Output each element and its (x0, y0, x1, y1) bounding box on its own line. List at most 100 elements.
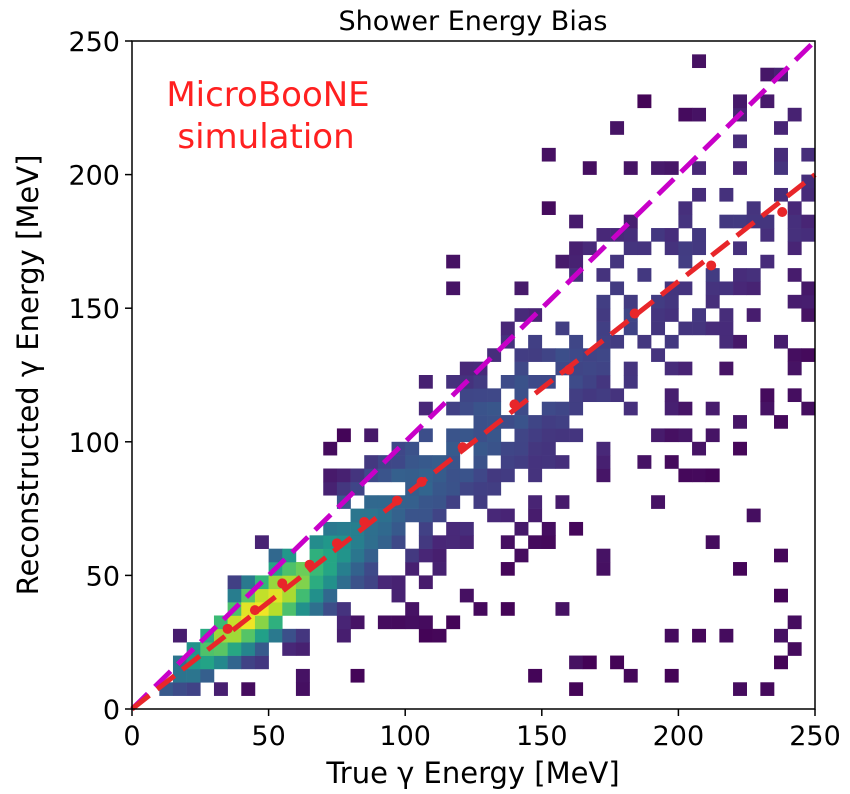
heatmap-bin (760, 401, 775, 416)
heatmap-bin (610, 388, 625, 403)
heatmap-bin (528, 508, 543, 523)
heatmap-bin (760, 388, 775, 403)
heatmap-bin (623, 401, 638, 416)
heatmap-bin (733, 94, 747, 109)
heatmap-bin (432, 562, 447, 576)
heatmap-bin (227, 642, 242, 656)
heatmap-bin (405, 441, 420, 456)
heatmap-bin (596, 455, 611, 469)
heatmap-bin (227, 575, 242, 590)
mean-point (222, 623, 233, 634)
heatmap-bin (350, 575, 365, 590)
heatmap-bin (364, 428, 379, 443)
heatmap-bin (295, 682, 310, 696)
heatmap-bin (719, 628, 734, 643)
heatmap-bin (719, 214, 734, 229)
heatmap-bin (623, 668, 638, 683)
mean-point (331, 538, 342, 549)
heatmap-bin (172, 628, 187, 643)
heatmap-bin (801, 348, 816, 362)
heatmap-bin (692, 308, 707, 322)
heatmap-bin (473, 401, 488, 416)
heatmap-bin (487, 401, 502, 416)
x-tick-label: 150 (516, 721, 568, 752)
heatmap-bin (282, 642, 297, 656)
heatmap-bin (787, 201, 802, 215)
heatmap-bin (213, 655, 228, 670)
heatmap-bin (528, 668, 543, 683)
heatmap-bin (418, 508, 433, 523)
heatmap-bin (514, 428, 529, 443)
heatmap-bin (528, 468, 543, 483)
heatmap-bin (432, 548, 447, 563)
heatmap-bin (801, 187, 816, 202)
heatmap-bin (391, 468, 406, 483)
heatmap-bin (610, 281, 625, 296)
heatmap-bin (787, 388, 802, 403)
heatmap-bin (733, 281, 747, 296)
heatmap-bin (664, 294, 679, 309)
heatmap-bin (555, 455, 570, 469)
heatmap-bin (172, 668, 187, 683)
heatmap-bin (405, 602, 420, 616)
heatmap-bin (432, 535, 447, 549)
heatmap-bin (405, 548, 420, 563)
heatmap-bin (500, 375, 515, 389)
heatmap-bin (692, 187, 707, 202)
heatmap-bin (377, 468, 392, 483)
heatmap-bin (487, 468, 502, 483)
heatmap-bin (459, 588, 474, 603)
heatmap-bin (323, 602, 338, 616)
heatmap-bin (473, 441, 488, 456)
heatmap-bin (692, 321, 707, 336)
heatmap-bin (541, 348, 556, 362)
heatmap-bin (733, 241, 747, 256)
heatmap-bin (391, 615, 406, 630)
heatmap-bin (664, 401, 679, 416)
heatmap-bin (254, 655, 269, 670)
heatmap-bin (692, 441, 707, 456)
heatmap-bin (651, 495, 666, 509)
heatmap-bin (391, 455, 406, 469)
heatmap-bin (733, 161, 747, 175)
heatmap-bin (459, 428, 474, 443)
heatmap-bin (500, 441, 515, 456)
heatmap-bin (254, 628, 269, 643)
heatmap-bin (405, 615, 420, 630)
heatmap-bin (473, 481, 488, 496)
heatmap-bin (541, 415, 556, 429)
heatmap-bin (664, 455, 679, 469)
heatmap-bin (569, 241, 584, 256)
x-axis: 0 50 100 150 200 250 (123, 709, 841, 752)
heatmap-bin (541, 401, 556, 416)
heatmap-bin (309, 588, 324, 603)
heatmap-bin (336, 481, 351, 496)
mean-points (222, 207, 788, 634)
heatmap-bin (692, 241, 707, 256)
heatmap-bin (678, 321, 693, 336)
heatmap-bin (705, 468, 720, 483)
heatmap-bin (323, 481, 338, 496)
heatmap-bin (678, 468, 693, 483)
heatmap-bin (500, 468, 515, 483)
heatmap-bin (705, 428, 720, 443)
heatmap-bin (746, 268, 761, 282)
heatmap-bin (377, 508, 392, 523)
mean-point (277, 578, 288, 589)
heatmap-bin (774, 415, 788, 429)
heatmap-bin (623, 375, 638, 389)
heatmap-bin (774, 161, 788, 175)
heatmap-bin (405, 468, 420, 483)
heatmap-bin (664, 161, 679, 175)
heatmap-bin (418, 495, 433, 509)
heatmap-bin (692, 628, 707, 643)
heatmap-bin (432, 481, 447, 496)
heatmap-bin (500, 602, 515, 616)
heatmap-bin (610, 254, 625, 269)
x-tick-label: 0 (123, 721, 140, 752)
heatmap-bin (213, 642, 228, 656)
heatmap-bin (254, 642, 269, 656)
heatmap-bin (582, 655, 597, 670)
heatmap-bin (295, 588, 310, 603)
